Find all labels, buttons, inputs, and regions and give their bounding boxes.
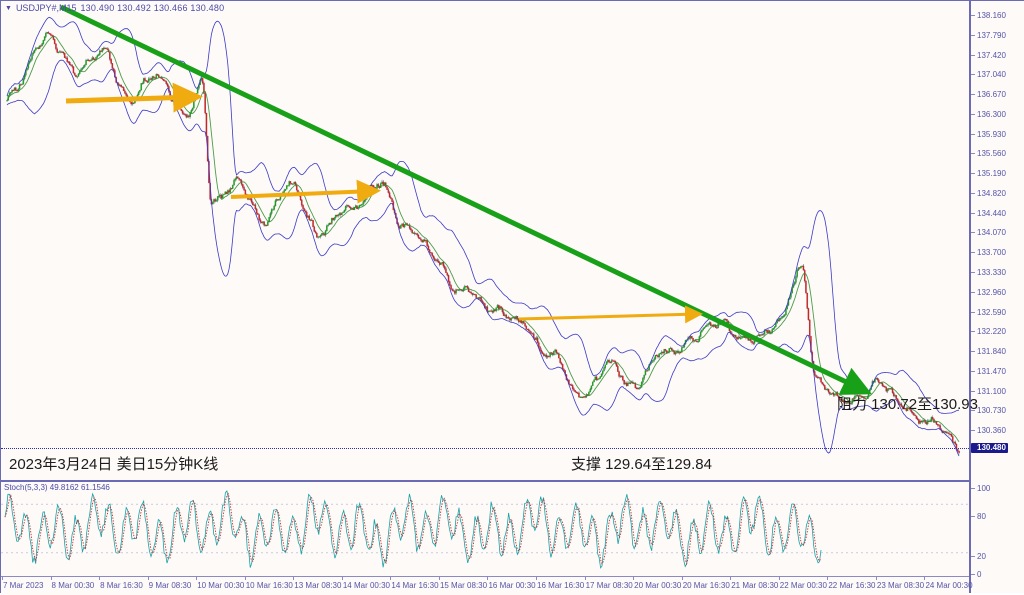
time-tick: 22 Mar 00:30 [778,577,827,590]
time-tick: 24 Mar 00:30 [924,577,973,590]
current-price-line [1,448,969,449]
price-tick: 138.160 [971,12,1006,20]
time-tick: 14 Mar 16:30 [390,577,439,590]
annotation-resistance: 阻力 130.72至130.93 [837,396,978,413]
time-tick: 21 Mar 08:30 [730,577,779,590]
price-tick: 132.960 [971,288,1006,297]
price-tick: 133.700 [971,249,1006,257]
time-tick: 10 Mar 00:30 [196,577,245,590]
symbol-header[interactable]: ▼ USDJPY#,M15 130.490 130.492 130.466 13… [5,3,224,13]
time-tick: 15 Mar 08:30 [438,577,488,590]
trendline-layer[interactable] [1,1,969,479]
indicator-scale-tick: 100 [971,485,990,493]
time-tick: 20 Mar 16:30 [681,577,730,590]
price-tick: 135.930 [971,130,1006,139]
price-tick: 137.040 [971,71,1006,79]
price-tick: 133.330 [971,269,1006,277]
time-tick: 10 Mar 16:30 [244,577,293,590]
price-tick: 131.840 [971,348,1006,356]
price-tick: 131.470 [971,367,1006,376]
stochastic-indicator-pane[interactable]: Stoch(5,3,3) 49.8162 61.1546 [1,480,969,577]
price-tick: 134.820 [971,189,1006,198]
stochastic-series-layer [1,490,969,569]
stochastic-d-line [4,492,822,566]
price-tick: 135.190 [971,170,1006,178]
price-tick: 136.670 [971,91,1006,99]
time-tick: 20 Mar 00:30 [633,577,682,590]
time-tick: 9 Mar 08:30 [147,577,192,590]
price-axis[interactable]: 138.160 137.790 137.420 137.040 136.670 136.3… [969,1,1024,593]
time-axis[interactable]: 7 Mar 2023 8 Mar 00:30 8 Mar 16:30 9 Mar 08… [1,576,973,595]
price-tick: 134.070 [971,229,1006,237]
current-price-label: 130.480 [971,443,1008,453]
indicator-scale-tick: 80 [971,513,986,521]
time-tick: 7 Mar 2023 [1,577,44,590]
time-tick: 16 Mar 00:30 [487,577,536,590]
time-tick: 16 Mar 16:30 [536,577,585,590]
price-tick: 137.420 [971,51,1006,60]
moving-average-line [6,35,960,443]
trendline-downtrend[interactable] [59,4,873,395]
price-series-layer [6,16,960,457]
price-tick: 130.730 [971,407,1006,415]
indicator-scale-tick: 0 [971,571,981,579]
price-tick: 137.790 [971,31,1006,40]
price-tick: 134.440 [971,209,1006,218]
time-tick: 23 Mar 08:30 [875,577,925,590]
stochastic-k-line [4,490,822,569]
time-tick: 13 Mar 08:30 [293,577,342,590]
time-tick: 14 Mar 00:30 [341,577,390,590]
time-tick: 8 Mar 00:30 [50,577,95,590]
price-tick: 136.300 [971,110,1006,119]
price-tick: 131.100 [971,387,1006,396]
bollinger-upper-band [6,16,960,414]
time-tick: 8 Mar 16:30 [99,577,143,590]
time-tick: 17 Mar 08:30 [584,577,633,590]
ohlc-values: 130.490 130.492 130.466 130.480 [80,3,225,13]
trendline-resistance-3[interactable] [518,305,703,324]
symbol-label: USDJPY#,M15 [15,3,77,13]
annotation-caption: 2023年3月24日 美日15分钟K线 [9,456,219,473]
time-tick: 22 Mar 16:30 [827,577,876,590]
price-tick: 132.590 [971,308,1006,317]
trendline-resistance-2[interactable] [230,179,381,204]
bollinger-lower-band [6,59,960,457]
annotation-support: 支撑 129.64至129.84 [571,456,712,473]
trendline-resistance-1[interactable] [65,82,203,113]
price-tick: 135.560 [971,150,1006,158]
indicator-scale-tick: 20 [971,553,986,561]
price-chart-pane[interactable]: ▼ USDJPY#,M15 130.490 130.492 130.466 13… [1,1,978,479]
indicator-label: Stoch(5,3,3) 49.8162 61.1546 [4,483,110,492]
chevron-down-icon[interactable]: ▼ [5,4,12,12]
price-tick: 132.220 [971,328,1006,336]
price-tick: 130.360 [971,427,1006,435]
